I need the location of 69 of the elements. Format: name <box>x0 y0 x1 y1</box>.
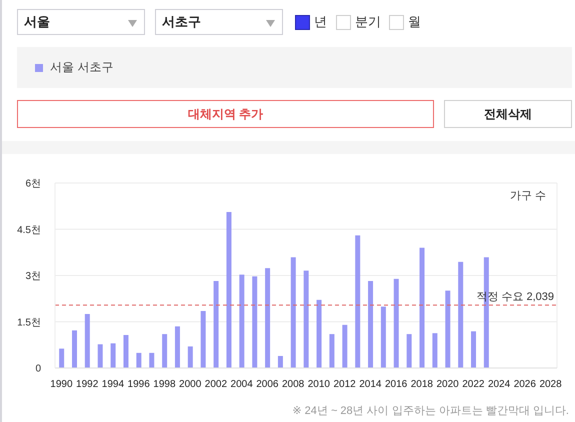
x-tick-label: 2022 <box>462 379 485 390</box>
text: 년 <box>314 13 327 31</box>
x-tick-label: 2008 <box>282 379 305 390</box>
bar <box>406 334 412 368</box>
y-axis-title: 가구 수 <box>510 189 546 203</box>
bar <box>214 281 219 368</box>
bar <box>394 278 399 368</box>
x-tick-label: 2010 <box>308 379 330 390</box>
bar <box>380 306 386 368</box>
y-tick-label: 4.5천 <box>17 224 41 236</box>
x-tick-label: 1992 <box>76 379 99 390</box>
x-tick-label: 2020 <box>436 379 460 390</box>
x-tick-label: 2026 <box>514 379 536 390</box>
ref-line-label: 적정 수요 2,039 <box>476 291 554 304</box>
x-tick-label: 2014 <box>359 379 382 390</box>
text: 분기 <box>355 13 381 31</box>
x-tick-label: 2002 <box>204 379 228 390</box>
bar <box>72 330 77 368</box>
bar <box>226 212 232 368</box>
button: 대체지역 추가 <box>17 100 434 128</box>
select-field: 서초구 <box>155 9 283 35</box>
bar <box>278 356 283 368</box>
bar <box>458 262 464 368</box>
bar <box>342 324 348 368</box>
bar <box>84 314 90 368</box>
bar <box>445 290 450 368</box>
bar <box>252 276 258 368</box>
bar <box>136 352 142 368</box>
select-field: 서울 <box>17 9 145 35</box>
text: ※ 24년 ~ 28년 사이 입주하는 아파트는 빨간막대 입니다. <box>292 404 569 418</box>
x-tick-label: 2028 <box>539 379 562 390</box>
legend-label: 서울 서초구 <box>50 59 114 76</box>
x-tick-label: 2004 <box>230 379 254 390</box>
bar <box>123 335 128 368</box>
bar <box>432 333 438 368</box>
bar <box>174 326 180 368</box>
y-tick-label: 6천 <box>25 178 41 190</box>
y-tick-label: 0 <box>35 364 42 375</box>
bar <box>420 248 425 368</box>
button: 전체삭제 <box>444 100 572 128</box>
bar <box>290 257 296 368</box>
bar <box>98 344 103 368</box>
bar <box>59 348 64 368</box>
bar <box>316 300 322 368</box>
x-tick-label: 2018 <box>410 379 434 390</box>
bar <box>188 346 193 368</box>
x-tick-label: 1996 <box>128 379 150 390</box>
y-tick-label: 3천 <box>25 271 41 282</box>
x-tick-label: 2024 <box>488 379 511 390</box>
bar <box>265 268 270 368</box>
y-tick-label: 1.5천 <box>17 317 41 328</box>
bar <box>110 343 116 368</box>
bar <box>471 331 476 368</box>
x-tick-label: 2006 <box>256 379 279 390</box>
x-tick-label: 2012 <box>333 379 356 390</box>
x-tick-label: 2000 <box>179 379 202 390</box>
bar <box>239 274 244 368</box>
x-tick-label: 2016 <box>384 379 408 390</box>
bar <box>304 270 309 368</box>
text: 월 <box>408 13 421 31</box>
bar <box>355 235 360 368</box>
bar <box>200 310 206 368</box>
x-tick-label: 1990 <box>50 379 73 390</box>
bar <box>162 334 168 368</box>
x-tick-label: 1994 <box>102 379 124 390</box>
bar <box>368 281 374 368</box>
bar <box>329 334 334 368</box>
bar <box>149 352 154 368</box>
x-tick-label: 1998 <box>153 379 176 390</box>
